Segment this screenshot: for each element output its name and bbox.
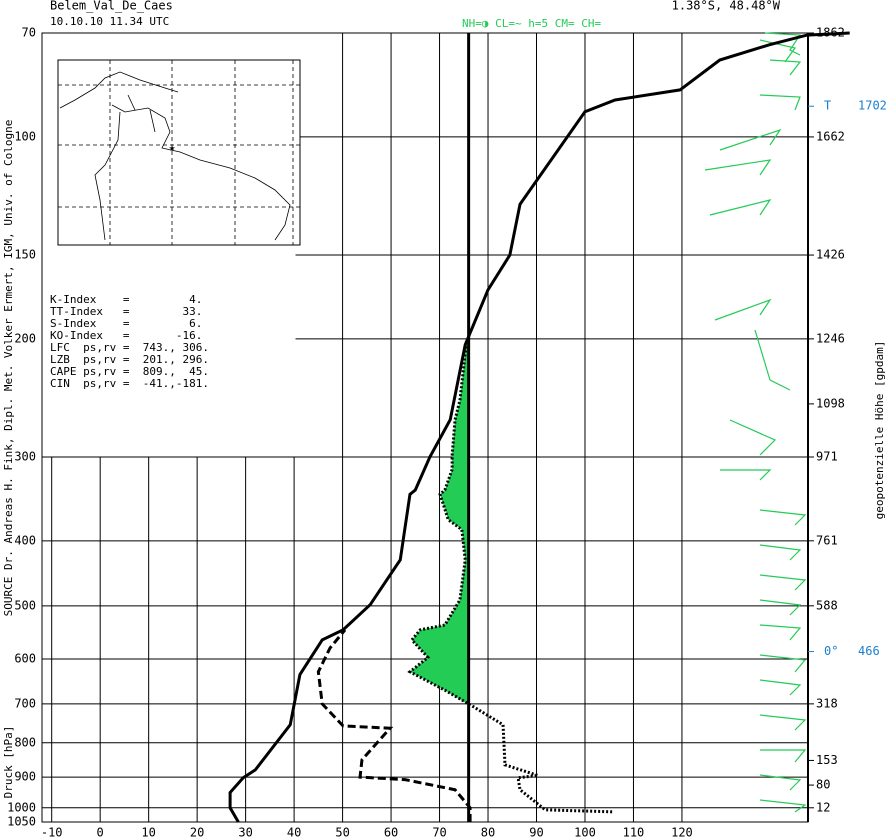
profile-line bbox=[407, 344, 613, 814]
y2-tick-label: 153 bbox=[816, 753, 838, 767]
y-tick-label: 200 bbox=[14, 331, 36, 345]
y-tick-label: 1000 bbox=[7, 800, 36, 814]
x-tick-label: 60 bbox=[384, 826, 398, 840]
level-height: 1702 bbox=[858, 99, 887, 113]
x-tick-label: 0 bbox=[97, 826, 104, 840]
wind-barbs bbox=[704, 32, 807, 813]
y-tick-label: 600 bbox=[14, 651, 36, 665]
x-tick-label: 110 bbox=[623, 826, 645, 840]
y-tick-label: 400 bbox=[14, 533, 36, 547]
y2-tick-label: 588 bbox=[816, 598, 838, 612]
x-tick-label: 80 bbox=[481, 826, 495, 840]
y2-tick-label: 1246 bbox=[816, 331, 845, 345]
x-tick-label: 70 bbox=[432, 826, 446, 840]
y-tick-label: 900 bbox=[14, 770, 36, 784]
y2-tick-label: 761 bbox=[816, 533, 838, 547]
x-tick-label: 50 bbox=[335, 826, 349, 840]
cloud-info: NH=◑ CL=~ h=5 CM= CH= bbox=[462, 17, 601, 30]
inset-map: ★ bbox=[57, 59, 301, 246]
y-tick-label: 100 bbox=[14, 129, 36, 143]
y-axis-label: Druck [hPa] bbox=[2, 726, 15, 799]
svg-text:★: ★ bbox=[169, 141, 176, 154]
source: SOURCE Dr. Andreas H. Fink, Dipl. Met. V… bbox=[2, 120, 15, 617]
y-tick-label: 300 bbox=[14, 450, 36, 464]
y2-tick-label: 1098 bbox=[816, 396, 845, 410]
index-line: LZB ps,rv = 201., 296. bbox=[50, 353, 209, 366]
level-height: 466 bbox=[858, 644, 880, 658]
chart-title: Belem_Val_De_Caes bbox=[50, 0, 173, 13]
y2-axis-label: geopotenzielle Höhe [gpdam] bbox=[873, 341, 886, 520]
index-line: S-Index = 6. bbox=[50, 317, 202, 330]
x-tick-label: -10 bbox=[41, 826, 63, 840]
y-tick-label: 1050 bbox=[7, 815, 36, 829]
profile-line bbox=[228, 31, 850, 823]
y2-tick-label: 318 bbox=[816, 696, 838, 710]
x-tick-label: 120 bbox=[671, 826, 693, 840]
x-tick-label: 20 bbox=[190, 826, 204, 840]
profile-line bbox=[316, 628, 472, 822]
index-line: KO-Index = -16. bbox=[50, 329, 202, 342]
y2-tick-label: 80 bbox=[816, 778, 830, 792]
x-tick-label: 40 bbox=[287, 826, 301, 840]
y2-tick-label: 1426 bbox=[816, 248, 845, 262]
index-line: TT-Index = 33. bbox=[50, 305, 202, 318]
subtitle: 10.10.10 11.34 UTC bbox=[50, 15, 169, 28]
cape-area bbox=[409, 344, 469, 812]
y-tick-label: 800 bbox=[14, 735, 36, 749]
index-line: LFC ps,rv = 743., 306. bbox=[50, 341, 209, 354]
y2-tick-label: 971 bbox=[816, 450, 838, 464]
y-tick-label: 150 bbox=[14, 248, 36, 262]
level-label: T bbox=[824, 99, 831, 113]
index-line: CAPE ps,rv = 809., 45. bbox=[50, 365, 209, 378]
y-tick-label: 700 bbox=[14, 696, 36, 710]
y2-tick-label: 1662 bbox=[816, 129, 845, 143]
index-line: K-Index = 4. bbox=[50, 293, 202, 306]
x-tick-label: 10 bbox=[141, 826, 155, 840]
y-tick-label: 500 bbox=[14, 598, 36, 612]
x-tick-label: 90 bbox=[529, 826, 543, 840]
index-line: CIN ps,rv = -41.,-181. bbox=[50, 377, 209, 390]
x-tick-label: 100 bbox=[574, 826, 596, 840]
y-tick-label: 70 bbox=[22, 26, 36, 40]
level-label: 0° bbox=[824, 644, 838, 658]
y2-tick-label: 12 bbox=[816, 800, 830, 814]
x-tick-label: 30 bbox=[238, 826, 252, 840]
location: 1.38°S, 48.48°W bbox=[672, 0, 781, 13]
